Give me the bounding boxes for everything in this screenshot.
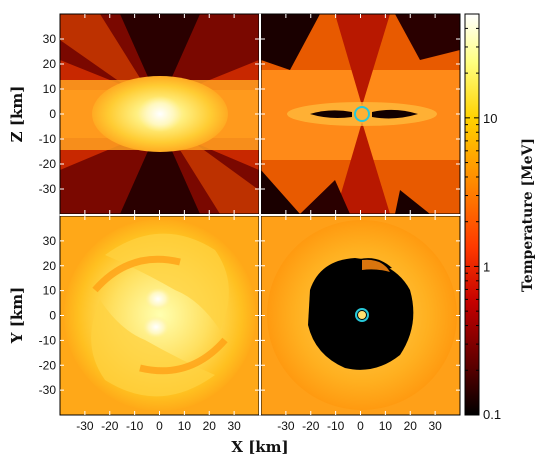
x-tick-label: 30 — [227, 419, 241, 433]
y-tick-label: -30 — [39, 383, 57, 397]
colorbar — [464, 13, 480, 416]
y-tick-label: 10 — [43, 284, 57, 298]
y-tick-label: -30 — [39, 182, 57, 196]
x-tick-label: -30 — [277, 419, 295, 433]
y-tick-label: 30 — [43, 234, 57, 248]
x-tick-label: 10 — [379, 419, 393, 433]
panel-top-left — [60, 14, 259, 214]
y-tick-label: -20 — [39, 358, 57, 372]
x-tick-label: 0 — [357, 419, 364, 433]
x-axis-label: X [km] — [231, 438, 288, 456]
x-tick-label: 0 — [156, 419, 163, 433]
y-tick-labels-bottom: -30 -20 -10 0 10 20 30 — [39, 234, 57, 397]
colorbar-tick-label: 0.1 — [483, 407, 501, 422]
x-tick-label: 20 — [203, 419, 217, 433]
panel-top-right — [261, 14, 460, 214]
y-tick-labels-top: -30 -20 -10 0 10 20 30 — [39, 32, 57, 196]
apparent-horizon-top — [354, 106, 370, 122]
x-tick-label: -30 — [76, 419, 94, 433]
y-tick-label: -20 — [39, 157, 57, 171]
y-tick-label: 0 — [49, 107, 56, 121]
x-tick-label: -20 — [302, 419, 320, 433]
x-tick-label: -10 — [126, 419, 144, 433]
y-tick-label: -10 — [39, 132, 57, 146]
z-axis-label: Z [km] — [8, 86, 26, 143]
x-tick-labels-right: -30 -20 -10 0 10 20 30 — [277, 419, 442, 433]
x-tick-labels-left: -30 -20 -10 0 10 20 30 — [76, 419, 241, 433]
y-tick-label: 20 — [43, 259, 57, 273]
y-tick-label: 0 — [49, 309, 56, 323]
y-tick-label: -10 — [39, 333, 57, 347]
y-tick-label: 20 — [43, 57, 57, 71]
panel-bottom-right — [261, 216, 460, 415]
colorbar-tick-label: 10 — [483, 111, 497, 126]
y-tick-label: 10 — [43, 82, 57, 96]
tick-marks — [60, 14, 460, 415]
colorbar-label: Temperature [MeV] — [520, 138, 536, 292]
x-tick-label: 20 — [404, 419, 418, 433]
x-tick-label: 10 — [178, 419, 192, 433]
y-tick-label: 30 — [43, 32, 57, 46]
colorbar-ticks: 0.1 1 10 — [465, 13, 501, 422]
x-tick-label: -20 — [101, 419, 119, 433]
y-axis-label: Y [km] — [8, 287, 26, 344]
colorbar-tick-label: 1 — [483, 259, 490, 274]
x-tick-label: -10 — [327, 419, 345, 433]
panel-bottom-left — [60, 216, 259, 415]
x-tick-label: 30 — [428, 419, 442, 433]
apparent-horizon-bottom — [355, 308, 369, 322]
